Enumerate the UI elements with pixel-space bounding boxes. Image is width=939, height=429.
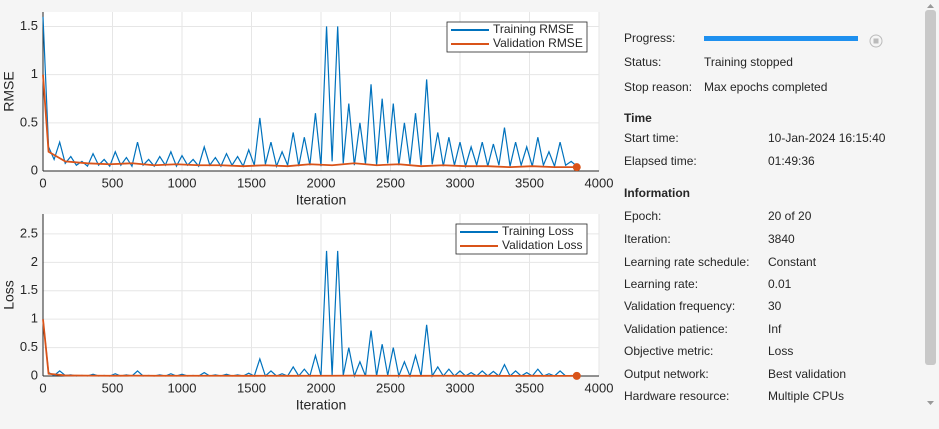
x-tick-label: 1000 bbox=[168, 380, 197, 395]
legend-label: Training Loss bbox=[502, 224, 574, 238]
y-axis-label: Loss bbox=[1, 280, 17, 310]
label: Output network: bbox=[624, 367, 709, 381]
x-tick-label: 1500 bbox=[237, 380, 266, 395]
x-tick-label: 500 bbox=[102, 175, 124, 190]
x-tick-label: 500 bbox=[102, 380, 124, 395]
y-tick-label: 2.5 bbox=[20, 225, 38, 240]
x-tick-label: 0 bbox=[39, 175, 46, 190]
scrollbar-thumb[interactable] bbox=[925, 10, 936, 365]
y-tick-label: 0.5 bbox=[20, 114, 38, 129]
y-tick-label: 1 bbox=[31, 311, 38, 326]
label: Stop reason: bbox=[624, 80, 692, 94]
label: Validation frequency: bbox=[624, 299, 735, 313]
x-tick-label: 3500 bbox=[515, 175, 544, 190]
x-tick-label: 1000 bbox=[168, 175, 197, 190]
label: Iteration: bbox=[624, 232, 671, 246]
value: 30 bbox=[768, 299, 782, 313]
legend-label: Validation Loss bbox=[502, 238, 583, 252]
value: Training stopped bbox=[704, 55, 793, 69]
y-tick-label: 0 bbox=[31, 367, 38, 382]
label: Learning rate: bbox=[624, 277, 698, 291]
value: Loss bbox=[768, 344, 793, 358]
x-tick-label: 4000 bbox=[585, 175, 614, 190]
label: Hardware resource: bbox=[624, 389, 729, 403]
stop-icon bbox=[873, 38, 879, 44]
scroll-down[interactable] bbox=[927, 401, 934, 405]
value: Constant bbox=[768, 255, 817, 269]
x-tick-label: 4000 bbox=[585, 380, 614, 395]
x-tick-label: 2500 bbox=[376, 175, 405, 190]
label: Epoch: bbox=[624, 209, 661, 223]
y-tick-label: 1.5 bbox=[20, 18, 38, 33]
value: Inf bbox=[768, 322, 782, 336]
value: Best validation bbox=[768, 367, 846, 381]
label: Status: bbox=[624, 55, 661, 69]
value: 20 of 20 bbox=[768, 209, 812, 223]
value: 10-Jan-2024 16:15:40 bbox=[768, 131, 886, 145]
series-line bbox=[42, 319, 577, 377]
x-tick-label: 2000 bbox=[307, 175, 336, 190]
x-tick-label: 3500 bbox=[515, 380, 544, 395]
label: Objective metric: bbox=[624, 344, 713, 358]
y-axis-label: RMSE bbox=[1, 71, 17, 111]
label: Progress: bbox=[624, 31, 675, 45]
x-axis-label: Iteration bbox=[296, 397, 347, 413]
y-tick-label: 0 bbox=[31, 162, 38, 177]
value: Max epochs completed bbox=[704, 80, 827, 94]
y-tick-label: 2 bbox=[31, 254, 38, 269]
x-tick-label: 3000 bbox=[446, 175, 475, 190]
value: 01:49:36 bbox=[768, 154, 815, 168]
info-panel: Progress: Status: Training stopped Stop … bbox=[624, 31, 886, 403]
final-marker bbox=[572, 163, 581, 172]
legend-box bbox=[455, 223, 588, 255]
value: Multiple CPUs bbox=[768, 389, 844, 403]
progress-bar bbox=[704, 36, 858, 41]
label: Elapsed time: bbox=[624, 154, 697, 168]
x-tick-label: 0 bbox=[39, 380, 46, 395]
x-tick-label: 3000 bbox=[446, 380, 475, 395]
label: Learning rate schedule: bbox=[624, 255, 749, 269]
section-heading: Time bbox=[624, 111, 652, 125]
legend-label: Training RMSE bbox=[493, 22, 574, 36]
label: Validation patience: bbox=[624, 322, 728, 336]
label: Start time: bbox=[624, 131, 679, 145]
y-tick-label: 1 bbox=[31, 66, 38, 81]
x-tick-label: 2500 bbox=[376, 380, 405, 395]
y-tick-label: 0.5 bbox=[20, 339, 38, 354]
x-tick-label: 2000 bbox=[307, 380, 336, 395]
scroll-up[interactable] bbox=[927, 4, 934, 8]
legend-label: Validation RMSE bbox=[493, 36, 583, 50]
x-tick-label: 1500 bbox=[237, 175, 266, 190]
series-line bbox=[42, 74, 577, 169]
y-tick-label: 1.5 bbox=[20, 282, 38, 297]
value: 3840 bbox=[768, 232, 795, 246]
value: 0.01 bbox=[768, 277, 792, 291]
legend-box bbox=[446, 21, 588, 53]
x-axis-label: Iteration bbox=[296, 192, 347, 208]
final-marker bbox=[572, 371, 581, 380]
section-heading: Information bbox=[624, 186, 690, 200]
